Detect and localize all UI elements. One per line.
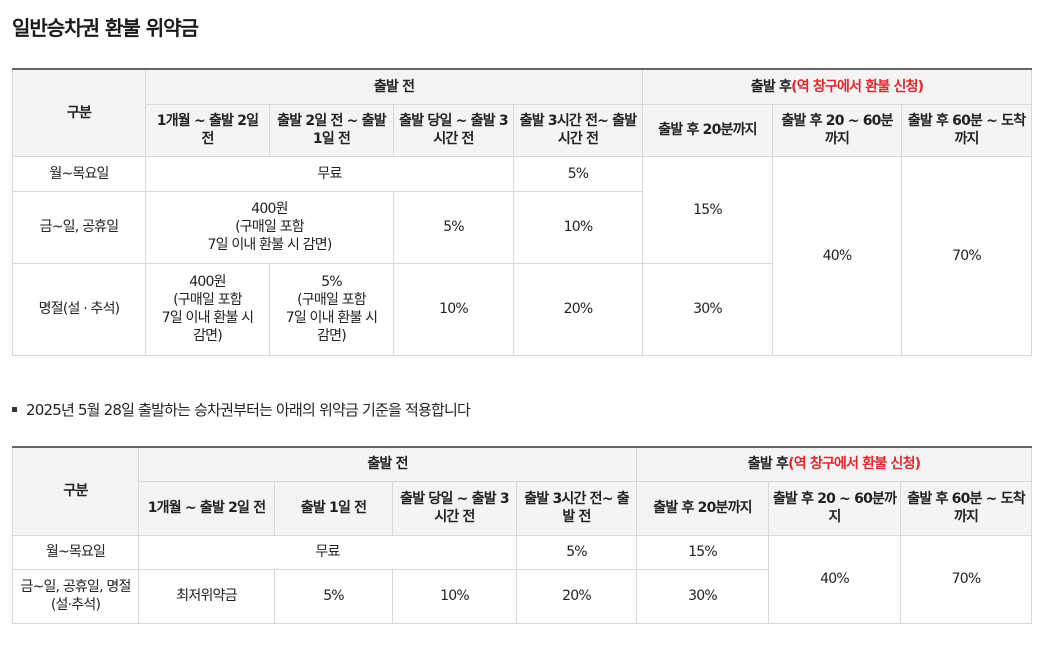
page-title: 일반승차권 환불 위약금 [12, 16, 199, 40]
header-category: 구분 [12, 446, 139, 536]
cell-same-day: 10% [392, 568, 517, 624]
column-header: 출발 후 60분 ~ 도착까지 [901, 103, 1033, 157]
row-label-holiday: 명절(설 · 추석) [12, 262, 146, 356]
cell-holiday-1month: 400원 (구매일 포함 7일 이내 환불 시 감면) [145, 262, 270, 356]
cell-holiday-after-20min: 30% [642, 262, 774, 356]
bullet-icon [12, 406, 17, 412]
header-before-departure: 출발 전 [144, 68, 644, 105]
header-before-departure: 출발 전 [137, 446, 638, 482]
cell-holiday-3h: 20% [512, 262, 644, 356]
row-label-weekend-holiday: 금~일, 공휴일, 명절 (설·추석) [12, 568, 139, 624]
cell-1day: 5% [274, 568, 393, 624]
header-after-departure: 출발 후(역 창구에서 환불 신청) [642, 68, 1033, 105]
cell-weekday-after-20min: 15% [636, 534, 770, 570]
row-label-weekend: 금~일, 공휴일 [12, 190, 146, 264]
column-header: 출발 후 20 ~ 60분까지 [772, 103, 903, 157]
cell-after-20-60min: 40% [772, 155, 903, 356]
column-header: 1개월 ~ 출발 2일 전 [145, 103, 270, 157]
column-header: 출발 후 20 ~ 60분까지 [768, 480, 902, 536]
cell-holiday-2day: 5% (구매일 포함 7일 이내 환불 시 감면) [269, 262, 394, 356]
cell-weekday-3h: 5% [515, 534, 638, 570]
cell-weekday-free: 무료 [145, 155, 514, 192]
row-label-weekday: 월~목요일 [12, 534, 139, 570]
refund-fee-table-new: 구분 출발 전 출발 후(역 창구에서 환불 신청) 1개월 ~ 출발 2일 전… [12, 446, 1033, 624]
notice-text: 2025년 5월 28일 출발하는 승차권부터는 아래의 위약금 기준을 적용합… [26, 400, 471, 419]
column-header: 출발 3시간 전~ 출발 전 [515, 480, 638, 536]
header-category: 구분 [12, 68, 146, 157]
cell-after-20-60min: 40% [768, 534, 902, 624]
column-header: 출발 1일 전 [274, 480, 393, 536]
column-header: 출발 후 20분까지 [642, 103, 774, 157]
cell-after-60min: 70% [900, 534, 1033, 624]
cell-3h: 20% [515, 568, 638, 624]
cell-after-60min: 70% [901, 155, 1033, 356]
cell-weekday-free: 무료 [138, 534, 517, 570]
column-header: 출발 당일 ~ 출발 3시간 전 [393, 103, 514, 157]
header-after-label: 출발 후 [750, 78, 792, 95]
notice: 2025년 5월 28일 출발하는 승차권부터는 아래의 위약금 기준을 적용합… [12, 399, 471, 419]
refund-fee-table-current: 구분 출발 전 출발 후(역 창구에서 환불 신청) 1개월 ~ 출발 2일 전… [12, 68, 1033, 356]
cell-weekend-same-day: 5% [393, 190, 514, 264]
column-header: 출발 당일 ~ 출발 3시간 전 [392, 480, 517, 536]
column-header: 출발 2일 전 ~ 출발 1일 전 [269, 103, 394, 157]
row-label-weekday: 월~목요일 [12, 155, 146, 192]
column-header: 출발 3시간 전~ 출발시간 전 [512, 103, 644, 157]
column-header: 출발 후 60분 ~ 도착까지 [900, 480, 1033, 536]
cell-after-20min: 30% [636, 568, 770, 624]
header-after-departure: 출발 후(역 창구에서 환불 신청) [636, 446, 1033, 482]
header-after-label: 출발 후 [747, 456, 789, 473]
header-after-note: (역 창구에서 환불 신청) [788, 456, 921, 473]
cell-min-fee: 최저위약금 [138, 568, 275, 624]
column-header: 1개월 ~ 출발 2일 전 [138, 480, 275, 536]
cell-weekday-3h: 5% [512, 155, 644, 192]
cell-after-20min-15: 15% [642, 155, 774, 264]
cell-weekend-min-fee: 400원 (구매일 포함 7일 이내 환불 시 감면) [145, 190, 394, 264]
cell-holiday-same-day: 10% [393, 262, 514, 356]
cell-weekend-3h: 10% [512, 190, 644, 264]
header-after-note: (역 창구에서 환불 신청) [791, 78, 924, 95]
column-header: 출발 후 20분까지 [636, 480, 770, 536]
